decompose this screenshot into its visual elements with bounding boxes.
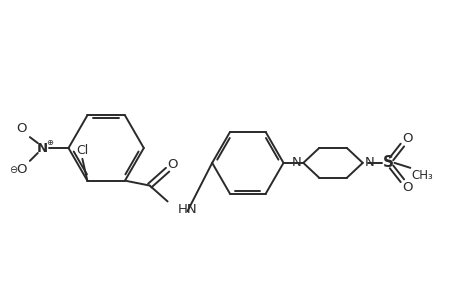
Text: O: O — [17, 163, 27, 176]
Text: ⊖: ⊖ — [9, 165, 17, 175]
Text: O: O — [401, 132, 412, 145]
Text: O: O — [167, 158, 177, 171]
Text: N: N — [364, 156, 374, 170]
Text: CH₃: CH₃ — [410, 169, 432, 182]
Text: S: S — [382, 155, 393, 170]
Text: N: N — [37, 142, 48, 154]
Text: HN: HN — [177, 203, 197, 216]
Text: O: O — [17, 122, 27, 135]
Text: Cl: Cl — [76, 144, 88, 158]
Text: ⊕: ⊕ — [46, 138, 53, 147]
Text: O: O — [401, 181, 412, 194]
Text: N: N — [291, 156, 301, 170]
